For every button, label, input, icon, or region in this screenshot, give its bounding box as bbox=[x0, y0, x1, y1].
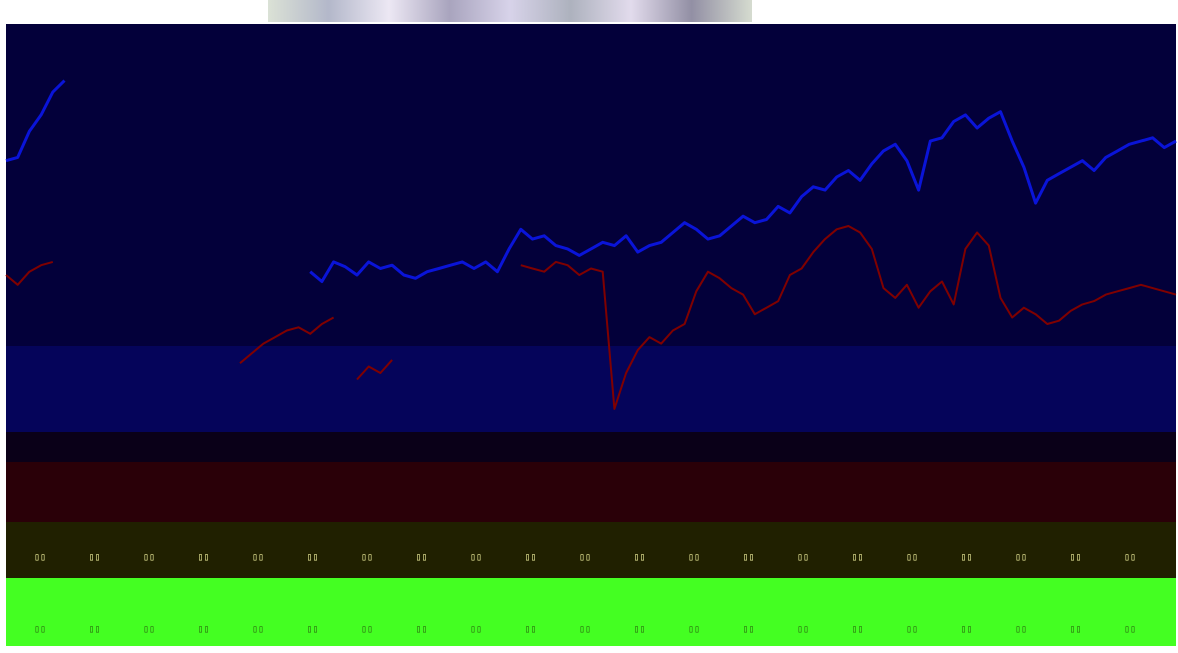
band-maroon bbox=[6, 462, 1176, 522]
series-line-1 bbox=[5, 79, 1177, 283]
lower-tick-label: ▯▯ bbox=[688, 624, 700, 635]
plot-background bbox=[6, 24, 1176, 346]
upper-tick-label: ▯▯ bbox=[688, 552, 700, 563]
series-lines bbox=[5, 79, 1177, 410]
lower-tick-label: ▯▯ bbox=[88, 624, 100, 635]
upper-tick-label: ▯▯ bbox=[742, 552, 754, 563]
lower-tick-label: ▯▯ bbox=[960, 624, 972, 635]
upper-tick-label: ▯▯ bbox=[306, 552, 318, 563]
upper-tick-label: ▯▯ bbox=[797, 552, 809, 563]
background-bands bbox=[6, 24, 1176, 646]
header-bar bbox=[0, 0, 1178, 24]
lower-tick-label: ▯▯ bbox=[579, 624, 591, 635]
lower-tick-label: ▯▯ bbox=[306, 624, 318, 635]
lower-tick-label: ▯▯ bbox=[470, 624, 482, 635]
band-dark bbox=[6, 432, 1176, 462]
lower-tick-label: ▯▯ bbox=[906, 624, 918, 635]
upper-tick-label: ▯▯ bbox=[415, 552, 427, 563]
lower-tick-label: ▯▯ bbox=[197, 624, 209, 635]
upper-tick-label: ▯▯ bbox=[143, 552, 155, 563]
upper-tick-label: ▯▯ bbox=[88, 552, 100, 563]
lower-tick-label: ▯▯ bbox=[361, 624, 373, 635]
lower-tick-label: ▯▯ bbox=[1069, 624, 1081, 635]
upper-tick-label: ▯▯ bbox=[906, 552, 918, 563]
upper-tick-label: ▯▯ bbox=[1015, 552, 1027, 563]
upper-tick-label: ▯▯ bbox=[361, 552, 373, 563]
upper-tick-label: ▯▯ bbox=[197, 552, 209, 563]
band-green bbox=[6, 578, 1176, 646]
upper-tick-label: ▯▯ bbox=[470, 552, 482, 563]
lower-tick-label: ▯▯ bbox=[524, 624, 536, 635]
lower-tick-label: ▯▯ bbox=[143, 624, 155, 635]
upper-tick-label: ▯▯ bbox=[524, 552, 536, 563]
tick-labels: ▯▯ ▯▯ ▯▯ ▯▯ ▯▯ ▯▯ ▯▯ ▯▯ ▯▯ ▯▯ ▯▯ ▯▯ ▯▯ ▯▯ ▯▯ ▯▯ ▯▯ ▯▯ ▯▯ ▯▯… bbox=[34, 552, 1136, 635]
lower-tick-label: ▯▯ bbox=[633, 624, 645, 635]
upper-tick-label: ▯▯ bbox=[633, 552, 645, 563]
upper-tick-label: ▯▯ bbox=[960, 552, 972, 563]
lower-tick-label: ▯▯ bbox=[415, 624, 427, 635]
band-blue bbox=[6, 346, 1176, 432]
upper-tick-label: ▯▯ bbox=[1124, 552, 1136, 563]
upper-tick-label: ▯▯ bbox=[252, 552, 264, 563]
lower-tick-label: ▯▯ bbox=[252, 624, 264, 635]
series-line-2 bbox=[5, 225, 1177, 410]
lower-tick-label: ▯▯ bbox=[1015, 624, 1027, 635]
lower-tick-label: ▯▯ bbox=[742, 624, 754, 635]
header-image-strip bbox=[268, 0, 752, 22]
band-olive bbox=[6, 522, 1176, 578]
lower-tick-label: ▯▯ bbox=[1124, 624, 1136, 635]
lower-tick-label: ▯▯ bbox=[34, 624, 46, 635]
upper-tick-label: ▯▯ bbox=[1069, 552, 1081, 563]
lower-tick-label: ▯▯ bbox=[851, 624, 863, 635]
lower-tick-label: ▯▯ bbox=[797, 624, 809, 635]
upper-tick-label: ▯▯ bbox=[851, 552, 863, 563]
upper-tick-label: ▯▯ bbox=[579, 552, 591, 563]
upper-tick-label: ▯▯ bbox=[34, 552, 46, 563]
